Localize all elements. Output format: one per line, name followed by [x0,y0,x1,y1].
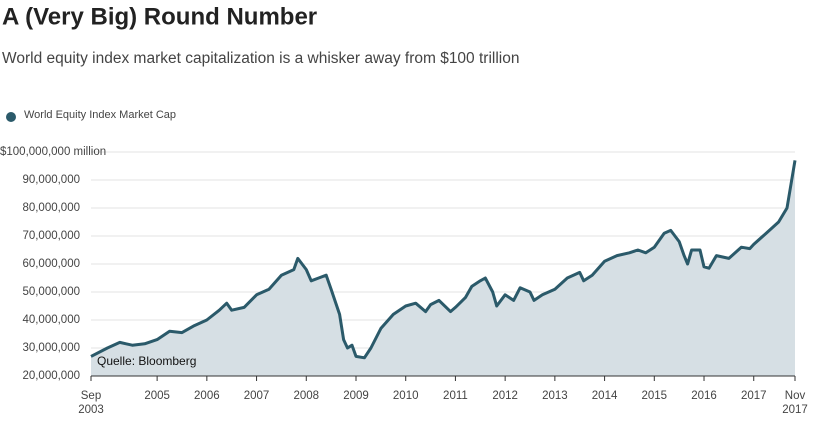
x-tick-label: 2006 [194,390,220,402]
x-tick-label: Nov 2017 [782,390,808,416]
x-tick-label-line: 2017 [782,404,808,416]
chart-title: A (Very Big) Round Number [2,3,317,30]
x-tick-label: 2015 [642,390,668,402]
x-tick-label: 2011 [443,390,468,402]
x-tick-label: 2010 [393,390,419,402]
x-tick-label: Sep 2003 [78,390,104,416]
x-tick-label: 2008 [293,390,319,402]
y-tick-label: 30,000,000 [22,342,80,354]
y-tick-label: 90,000,000 [22,174,80,186]
y-tick-label: $100,000,000 million [0,146,106,158]
area [91,160,795,376]
x-tick-label: 2013 [542,390,568,402]
chart-subtitle: World equity index market capitalization… [2,50,519,67]
y-tick-label: 20,000,000 [22,370,80,382]
x-tick-label: 2012 [492,390,518,402]
legend-marker [6,112,16,122]
x-tick-label-line: 2003 [78,404,104,416]
x-tick-label: 2005 [144,390,170,402]
x-tick-label: 2017 [741,390,767,402]
x-tick-label: 2016 [691,390,717,402]
y-tick-label: 70,000,000 [22,230,80,242]
x-tick-label-line: Sep [81,390,101,402]
y-tick-label: 60,000,000 [22,258,80,270]
x-tick-label: 2014 [592,390,618,402]
x-tick-label-line: Nov [785,390,806,402]
line [90,160,797,360]
legend-label: World Equity Index Market Cap [24,109,176,121]
y-tick-label: 80,000,000 [22,202,80,214]
y-tick-label: 50,000,000 [22,286,80,298]
x-tick-label: 2007 [244,390,270,402]
y-tick-label: 40,000,000 [22,314,80,326]
annotation: Quelle: Bloomberg [97,354,196,368]
x-tick-label: 2009 [343,390,369,402]
